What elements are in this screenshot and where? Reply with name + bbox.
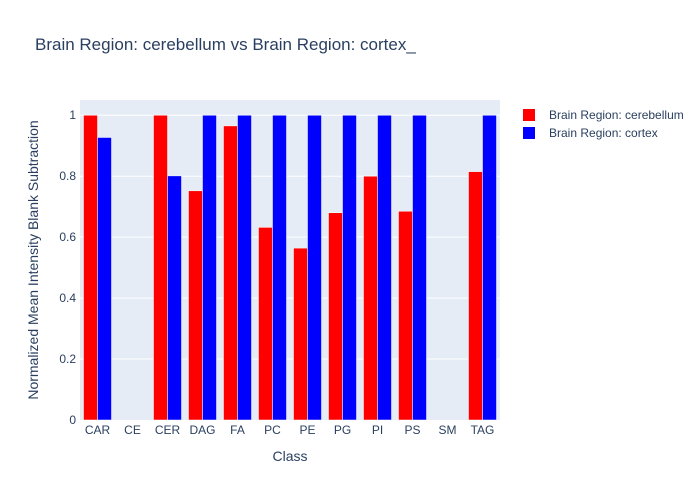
x-tick-label: TAG: [471, 423, 495, 437]
bars: [83, 114, 497, 421]
bar-cer-series-1[interactable]: [153, 114, 168, 421]
bar-pg-series-1[interactable]: [328, 212, 343, 421]
x-tick-label: PI: [372, 423, 383, 437]
bar-pi-series-1[interactable]: [363, 175, 378, 421]
y-tick-label: 1: [69, 108, 76, 122]
x-tick-label: PS: [404, 423, 420, 437]
y-tick-label: 0.4: [59, 291, 76, 305]
y-tick-label: 0.2: [59, 352, 76, 366]
bar-ps-series-2[interactable]: [412, 114, 427, 421]
x-tick-label: PE: [299, 423, 315, 437]
bar-dag-series-1[interactable]: [188, 190, 203, 421]
x-tick-label: FA: [230, 423, 245, 437]
x-tick-label: DAG: [189, 423, 215, 437]
y-tick-label: 0.6: [59, 230, 76, 244]
chart-title: Brain Region: cerebellum vs Brain Region…: [35, 35, 416, 54]
bar-pe-series-1[interactable]: [293, 247, 308, 421]
legend-swatch[interactable]: [523, 109, 535, 121]
x-tick-label: CE: [124, 423, 141, 437]
bar-tag-series-2[interactable]: [482, 114, 497, 421]
bar-ps-series-1[interactable]: [398, 210, 413, 421]
x-tick-label: PG: [334, 423, 351, 437]
bar-car-series-1[interactable]: [83, 114, 98, 421]
legend[interactable]: Brain Region: cerebellum Brain Region: co…: [523, 108, 684, 140]
legend-label[interactable]: Brain Region: cortex: [549, 126, 658, 140]
bar-car-series-2[interactable]: [97, 137, 112, 421]
bar-fa-series-2[interactable]: [237, 114, 252, 421]
bar-pe-series-2[interactable]: [307, 114, 322, 421]
x-tick-label: PC: [264, 423, 281, 437]
bar-pc-series-1[interactable]: [258, 227, 273, 421]
y-tick-label: 0.8: [59, 169, 76, 183]
bar-cer-series-2[interactable]: [167, 175, 182, 421]
legend-swatch[interactable]: [523, 127, 535, 139]
x-axis-ticks: CAR CE CER DAG FA PC PE PG PI PS SM TAG: [85, 423, 495, 437]
bar-tag-series-1[interactable]: [468, 171, 483, 421]
plot-area: [80, 100, 500, 420]
bar-dag-series-2[interactable]: [202, 114, 217, 421]
y-axis-title: Normalized Mean Intensity Blank Subtract…: [25, 120, 41, 399]
y-axis-ticks: 0 0.2 0.4 0.6 0.8 1: [59, 108, 76, 427]
x-axis-title: Class: [272, 448, 307, 464]
x-tick-label: SM: [439, 423, 457, 437]
x-tick-label: CER: [155, 423, 181, 437]
gridlines: [80, 114, 500, 360]
y-tick-label: 0: [69, 413, 76, 427]
bar-pc-series-2[interactable]: [272, 114, 287, 421]
bar-pg-series-2[interactable]: [342, 114, 357, 421]
x-tick-label: CAR: [85, 423, 111, 437]
legend-label[interactable]: Brain Region: cerebellum: [549, 108, 684, 122]
bar-pi-series-2[interactable]: [377, 114, 392, 421]
bar-fa-series-1[interactable]: [223, 125, 238, 421]
